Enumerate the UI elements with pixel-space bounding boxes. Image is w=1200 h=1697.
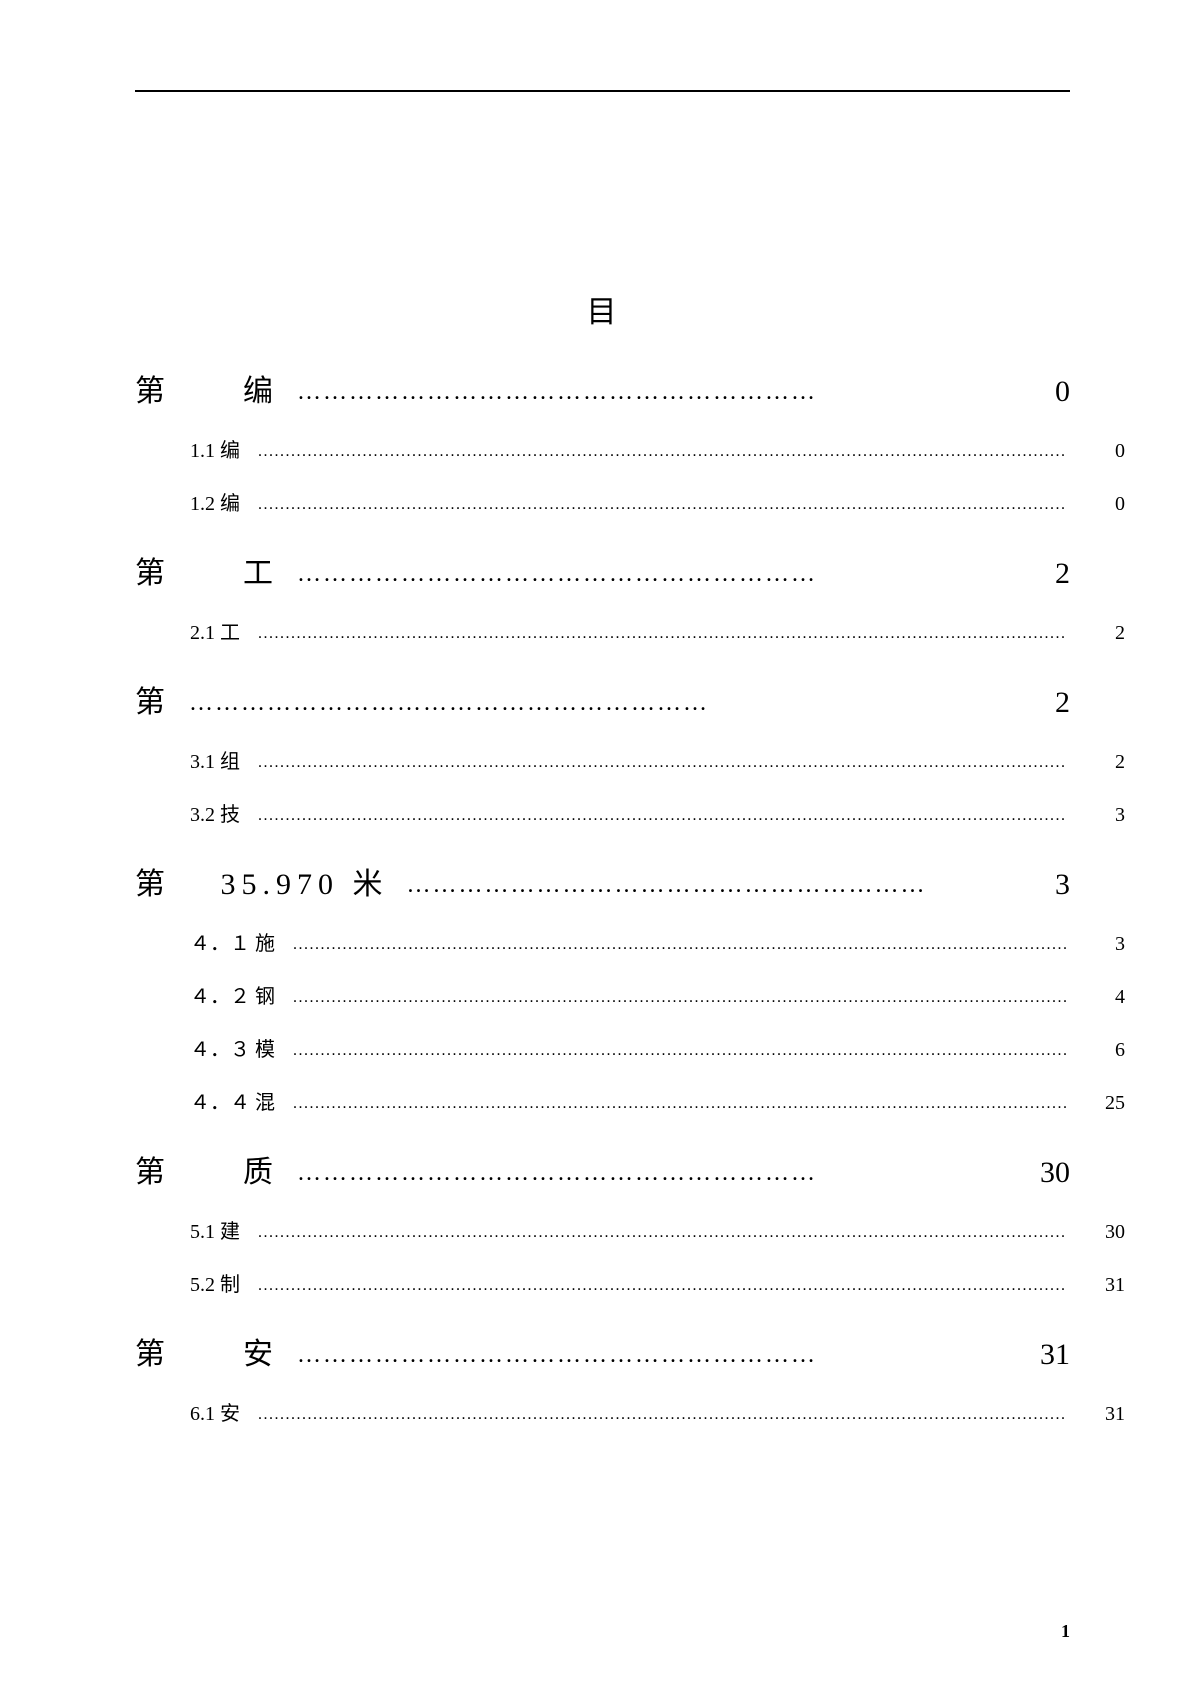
- toc-page: 4: [1067, 986, 1125, 1009]
- toc-label: 第 安: [135, 1329, 297, 1373]
- toc-leader: ……………………………………………………: [189, 690, 1012, 717]
- toc-label: 第 35.970 米: [135, 859, 407, 903]
- toc-leader: ........................................…: [258, 443, 1067, 461]
- page: 目 第 编……………………………………………………01.1 编.........…: [0, 0, 1200, 1697]
- toc-row: 第 35.970 米……………………………………………………3: [135, 859, 1070, 903]
- toc-label: ４．２ 钢: [190, 980, 293, 1009]
- toc-page: 31: [1067, 1403, 1125, 1426]
- toc-leader: ........................................…: [258, 1406, 1067, 1424]
- toc-row: 第 安……………………………………………………31: [135, 1329, 1070, 1373]
- toc-label: 5.1 建: [190, 1215, 258, 1244]
- toc-row: ４．３ 模...................................…: [135, 1033, 1125, 1062]
- toc-page: 31: [1067, 1274, 1125, 1297]
- toc-row: 6.1 安...................................…: [135, 1397, 1125, 1426]
- table-of-contents: 第 编……………………………………………………01.1 编...........…: [135, 366, 1070, 1426]
- toc-label: 3.1 组: [190, 745, 258, 774]
- toc-leader: ........................................…: [258, 754, 1067, 772]
- toc-row: ４．２ 钢...................................…: [135, 980, 1125, 1009]
- toc-page: 30: [1012, 1156, 1070, 1190]
- toc-leader: ........................................…: [258, 496, 1067, 514]
- toc-leader: ........................................…: [258, 807, 1067, 825]
- toc-leader: ……………………………………………………: [407, 872, 1013, 899]
- toc-leader: ........................................…: [258, 1277, 1067, 1295]
- toc-label: 5.2 制: [190, 1268, 258, 1297]
- toc-page: 0: [1067, 440, 1125, 463]
- toc-row: 第……………………………………………………2: [135, 677, 1070, 721]
- toc-label: 第 质: [135, 1147, 297, 1191]
- toc-leader: ……………………………………………………: [297, 1160, 1012, 1187]
- toc-page: 31: [1012, 1338, 1070, 1372]
- toc-row: 2.1 工...................................…: [135, 616, 1125, 645]
- toc-leader: ……………………………………………………: [297, 561, 1012, 588]
- toc-page: 2: [1012, 686, 1070, 720]
- toc-label: ４．４ 混: [190, 1086, 293, 1115]
- toc-label: 第 编: [135, 366, 297, 410]
- toc-leader: ........................................…: [293, 1095, 1067, 1113]
- toc-row: 1.1 编...................................…: [135, 434, 1125, 463]
- toc-row: 3.2 技...................................…: [135, 798, 1125, 827]
- toc-leader: ........................................…: [293, 989, 1067, 1007]
- toc-page: 2: [1012, 557, 1070, 591]
- toc-label: 3.2 技: [190, 798, 258, 827]
- toc-leader: ……………………………………………………: [297, 1342, 1012, 1369]
- toc-label: 1.1 编: [190, 434, 258, 463]
- toc-row: 第 质……………………………………………………30: [135, 1147, 1070, 1191]
- toc-page: 2: [1067, 751, 1125, 774]
- toc-row: 第 编……………………………………………………0: [135, 366, 1070, 410]
- toc-label: 第: [135, 677, 189, 721]
- toc-page: 30: [1067, 1221, 1125, 1244]
- toc-leader: ……………………………………………………: [297, 379, 1012, 406]
- toc-page: 0: [1012, 375, 1070, 409]
- toc-row: 5.2 制...................................…: [135, 1268, 1125, 1297]
- toc-row: 第 工……………………………………………………2: [135, 548, 1070, 592]
- toc-label: ４．３ 模: [190, 1033, 293, 1062]
- toc-label: 2.1 工: [190, 616, 258, 645]
- toc-page: 2: [1067, 622, 1125, 645]
- toc-row: 5.1 建...................................…: [135, 1215, 1125, 1244]
- toc-label: ４．１ 施: [190, 927, 293, 956]
- toc-label: 6.1 安: [190, 1397, 258, 1426]
- toc-leader: ........................................…: [258, 625, 1067, 643]
- toc-page: 3: [1067, 933, 1125, 956]
- toc-title: 目: [135, 287, 1070, 331]
- toc-row: ４．１ 施...................................…: [135, 927, 1125, 956]
- page-number: 1: [1061, 1621, 1070, 1642]
- toc-page: 3: [1012, 868, 1070, 902]
- toc-leader: ........................................…: [293, 936, 1067, 954]
- toc-page: 25: [1067, 1092, 1125, 1115]
- toc-row: ４．４ 混...................................…: [135, 1086, 1125, 1115]
- toc-page: 3: [1067, 804, 1125, 827]
- toc-page: 0: [1067, 493, 1125, 516]
- top-rule: [135, 90, 1070, 92]
- toc-label: 1.2 编: [190, 487, 258, 516]
- toc-row: 1.2 编...................................…: [135, 487, 1125, 516]
- toc-row: 3.1 组...................................…: [135, 745, 1125, 774]
- toc-page: 6: [1067, 1039, 1125, 1062]
- toc-leader: ........................................…: [258, 1224, 1067, 1242]
- toc-label: 第 工: [135, 548, 297, 592]
- toc-leader: ........................................…: [293, 1042, 1067, 1060]
